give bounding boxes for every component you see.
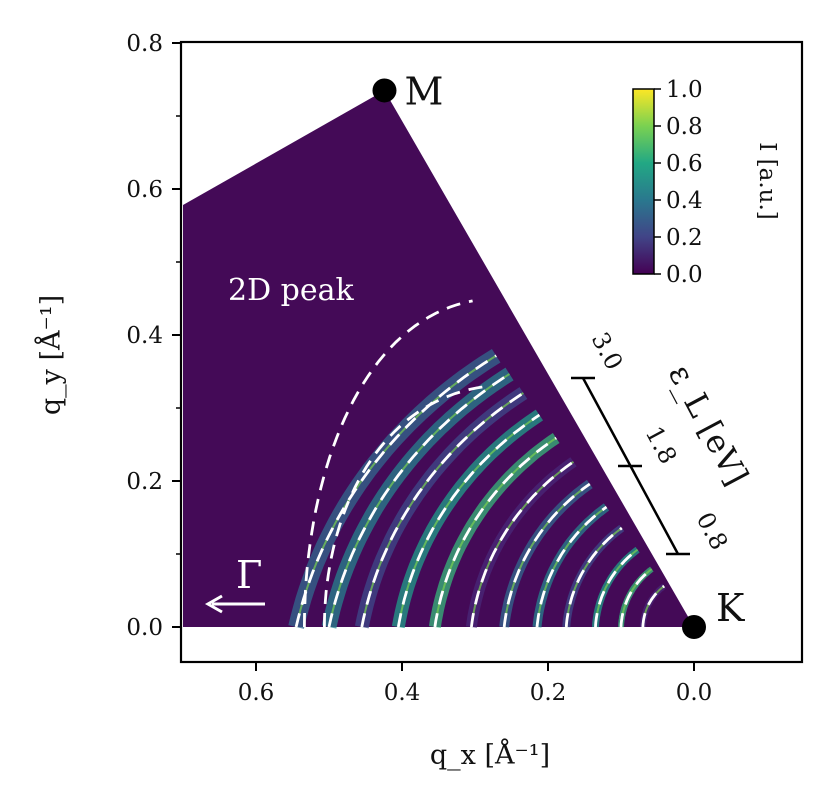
dashed-contour-10 bbox=[619, 567, 653, 628]
m-point-marker bbox=[372, 78, 397, 103]
cb-tick-label-5: 1.0 bbox=[666, 77, 703, 103]
cb-tick-label-0: 0.0 bbox=[666, 262, 703, 288]
energy-tick-0-8: 0.8 bbox=[691, 508, 734, 555]
colorbar-gradient bbox=[632, 88, 655, 275]
energy-tick-1-8: 1.8 bbox=[640, 422, 683, 469]
annotation-2d-peak: 2D peak bbox=[228, 273, 355, 308]
dashed-contour-9 bbox=[594, 548, 639, 628]
cb-tick-label-4: 0.8 bbox=[666, 114, 703, 140]
dashed-contour-6 bbox=[502, 482, 591, 628]
y-axis-label: q_y [Å⁻¹] bbox=[34, 295, 67, 415]
dashed-contour-8 bbox=[564, 526, 623, 628]
y-axis-ticks: 0.0 0.2 0.4 0.6 0.8 bbox=[126, 31, 181, 641]
y-tick-label-1: 0.2 bbox=[126, 469, 163, 495]
contour-core-0 bbox=[295, 354, 497, 628]
y-tick-label-0: 0.0 bbox=[126, 615, 163, 641]
dashed-contour-1 bbox=[327, 372, 511, 628]
axes-frame bbox=[179, 40, 804, 664]
cb-tick-label-3: 0.6 bbox=[666, 151, 703, 177]
y-tick-label-3: 0.6 bbox=[126, 177, 163, 203]
y-tick-label-4: 0.8 bbox=[126, 31, 163, 57]
k-point-marker bbox=[682, 615, 706, 639]
x-tick-label-2: 0.2 bbox=[530, 680, 567, 706]
y-tick-label-2: 0.4 bbox=[126, 323, 163, 349]
dashed-contour-2 bbox=[360, 391, 525, 628]
dashed-contour-3 bbox=[396, 413, 541, 628]
colorbar: 0.0 0.2 0.4 0.6 0.8 1.0 I [a.u.] bbox=[632, 77, 780, 288]
dashed-contour-4 bbox=[433, 436, 557, 628]
gamma-arrow-head bbox=[204, 594, 223, 614]
x-tick-label-3: 0.0 bbox=[676, 680, 713, 706]
brillouin-wedge bbox=[183, 90, 694, 627]
dashed-guides bbox=[294, 299, 666, 628]
dashed-outer-0 bbox=[303, 299, 473, 628]
cb-tick-label-2: 0.4 bbox=[666, 188, 703, 214]
k-point-label: K bbox=[716, 586, 745, 630]
energy-scale-label: ε_L [eV] bbox=[661, 358, 756, 492]
dashed-outer-1 bbox=[323, 385, 484, 628]
gamma-label: Γ bbox=[236, 553, 262, 597]
m-point-label: M bbox=[404, 69, 443, 113]
x-axis-ticks: 0.6 0.4 0.2 0.0 bbox=[238, 662, 713, 706]
dashed-contour-11 bbox=[641, 584, 666, 627]
colorbar-label: I [a.u.] bbox=[754, 142, 780, 220]
cb-tick-label-1: 0.2 bbox=[666, 225, 703, 251]
dashed-contour-7 bbox=[535, 505, 608, 628]
dashed-contour-5 bbox=[470, 460, 575, 628]
x-tick-label-0: 0.6 bbox=[238, 680, 275, 706]
x-tick-label-1: 0.4 bbox=[384, 680, 421, 706]
x-axis-label: q_x [Å⁻¹] bbox=[430, 738, 550, 771]
energy-tick-3-0: 3.0 bbox=[586, 328, 629, 375]
plot-area: 2D peak Γ bbox=[183, 90, 694, 629]
